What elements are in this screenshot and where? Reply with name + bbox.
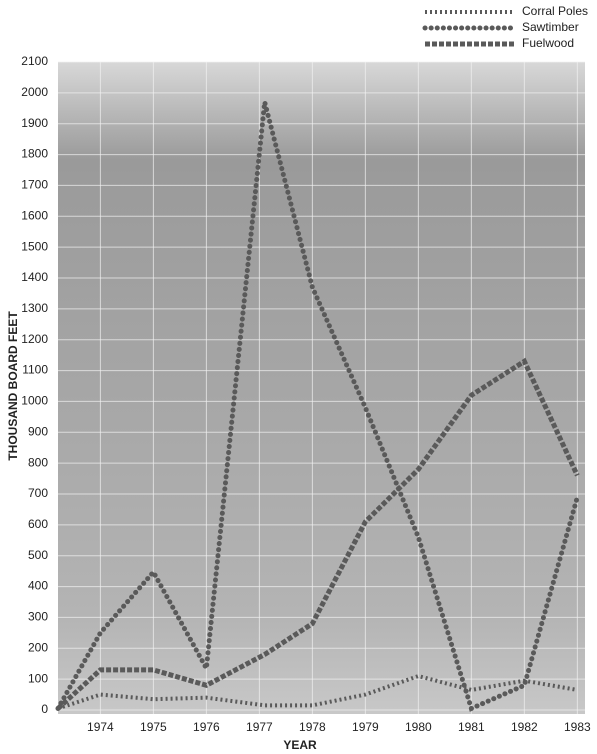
y-tick-label: 200 [28,640,48,654]
y-tick-label: 0 [41,702,48,716]
x-tick-label: 1982 [511,720,538,734]
x-tick-label: 1983 [564,720,591,734]
y-tick-label: 300 [28,610,48,624]
y-tick-label: 1000 [21,394,48,408]
x-tick-label: 1977 [246,720,273,734]
y-tick-label: 1400 [21,270,48,284]
y-tick-label: 500 [28,548,48,562]
x-tick-label: 1978 [299,720,326,734]
y-tick-label: 2100 [21,54,48,68]
x-tick-label: 1979 [352,720,379,734]
legend-label: Sawtimber [522,20,579,34]
y-tick-label: 1600 [21,208,48,222]
plot-background [58,62,585,714]
y-tick-label: 1100 [22,363,48,377]
series-line [55,101,580,712]
y-tick-label: 1300 [21,301,48,315]
y-tick-label: 600 [28,517,48,531]
x-tick-label: 1980 [405,720,432,734]
y-tick-label: 1500 [21,239,48,253]
y-tick-label: 400 [28,579,48,593]
y-axis-label: THOUSAND BOARD FEET [6,311,20,461]
x-tick-label: 1981 [458,720,485,734]
y-tick-label: 1700 [21,178,48,192]
y-tick-label: 1200 [21,332,48,346]
x-tick-label: 1976 [193,720,220,734]
y-tick-label: 900 [28,424,48,438]
x-tick-label: 1975 [140,720,167,734]
y-tick-label: 800 [28,455,48,469]
legend-label: Corral Poles [522,4,588,18]
y-tick-label: 700 [28,486,48,500]
y-tick-label: 2000 [21,85,48,99]
series-line [56,357,580,711]
x-tick-label: 1974 [87,720,114,734]
x-axis-label: YEAR [283,738,317,752]
y-tick-label: 1900 [21,116,48,130]
y-tick-label: 1800 [21,147,48,161]
series-line [57,673,578,711]
y-tick-label: 100 [28,671,48,685]
legend-label: Fuelwood [522,36,574,50]
